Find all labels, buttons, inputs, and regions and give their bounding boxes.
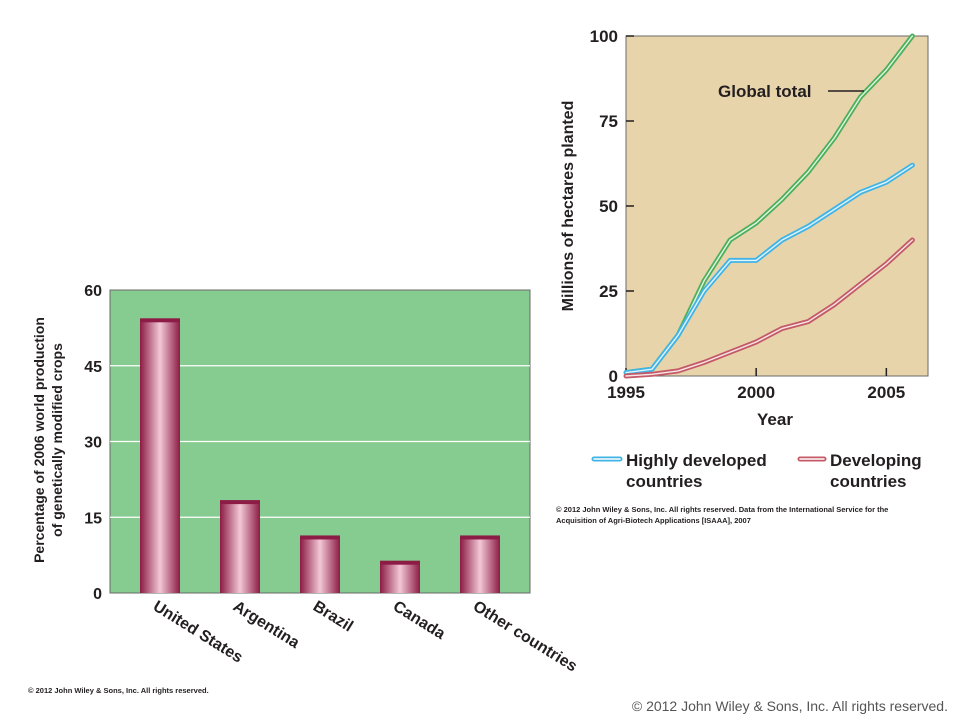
legend-label-developing-line-1: Developing — [830, 451, 922, 470]
line-x-tick-label: 2000 — [737, 383, 775, 402]
line-x-tick-label: 1995 — [607, 383, 645, 402]
bar-y-tick-label: 60 — [84, 283, 102, 300]
line-x-axis-title: Year — [757, 410, 793, 429]
bar — [380, 562, 420, 593]
line-chart-credit-line-1: © 2012 John Wiley & Sons, Inc. All right… — [556, 505, 888, 514]
bar-x-tick-label: Argentina — [230, 598, 302, 652]
legend-item-developing: Developing countries — [797, 451, 922, 491]
global-total-annotation: Global total — [718, 82, 812, 101]
bar-top-cap — [220, 500, 260, 505]
line-y-axis-title: Millions of hectares planted — [560, 101, 577, 312]
legend-item-highly-developed: Highly developed countries — [591, 451, 767, 491]
line-y-tick-label: 75 — [599, 112, 618, 131]
legend-label-highly-developed-line-1: Highly developed — [626, 451, 767, 470]
bar-y-tick-labels: 0 15 30 45 60 — [84, 283, 102, 603]
bar-top-cap — [460, 535, 500, 540]
bar-x-tick-label: Other countries — [470, 598, 580, 676]
line-chart: 0 25 50 75 100 1995 2000 2005 Global total Mil… — [556, 27, 929, 525]
bar — [460, 537, 500, 593]
series-line-highlight-developing-countries — [625, 239, 914, 377]
bar-y-tick-label: 30 — [84, 435, 102, 452]
bar-y-axis-title-line-1: Percentage of 2006 world production — [31, 317, 47, 563]
bar-top-cap — [300, 535, 340, 540]
bar-y-tick-label: 0 — [93, 586, 102, 603]
bar-top-cap — [140, 318, 180, 323]
bar-top-cap — [380, 560, 420, 565]
line-y-tick-label: 25 — [599, 282, 618, 301]
line-legend: Highly developed countries Developing co… — [591, 451, 922, 491]
line-y-tick-labels: 0 25 50 75 100 — [590, 27, 634, 386]
bar-y-tick-label: 45 — [84, 359, 102, 376]
bar-y-tick-label: 15 — [84, 510, 102, 527]
bar — [300, 537, 340, 593]
legend-label-developing-line-2: countries — [830, 472, 907, 491]
bar — [220, 502, 260, 593]
line-x-tick-label: 2005 — [867, 383, 905, 402]
bar-y-axis-title-line-2: of genetically modified crops — [49, 343, 65, 537]
line-y-tick-label: 0 — [609, 367, 618, 386]
line-series-group — [623, 33, 915, 379]
bar-chart-credit: © 2012 John Wiley & Sons, Inc. All right… — [28, 686, 209, 695]
bar — [140, 320, 180, 593]
line-y-tick-label: 50 — [599, 197, 618, 216]
line-chart-credit-line-2: Acquisition of Agri-Biotech Applications… — [556, 516, 751, 525]
bar-series — [140, 318, 500, 593]
legend-label-highly-developed-line-2: countries — [626, 472, 703, 491]
bar-x-tick-label: Brazil — [310, 598, 356, 636]
series-line-highlight-highly-developed-countries — [625, 164, 914, 374]
line-y-tick-label: 100 — [590, 27, 618, 46]
footer-credit: © 2012 John Wiley & Sons, Inc. All right… — [631, 698, 948, 714]
line-x-tick-labels: 1995 2000 2005 — [607, 368, 905, 402]
bar-x-tick-label: Canada — [390, 598, 448, 643]
